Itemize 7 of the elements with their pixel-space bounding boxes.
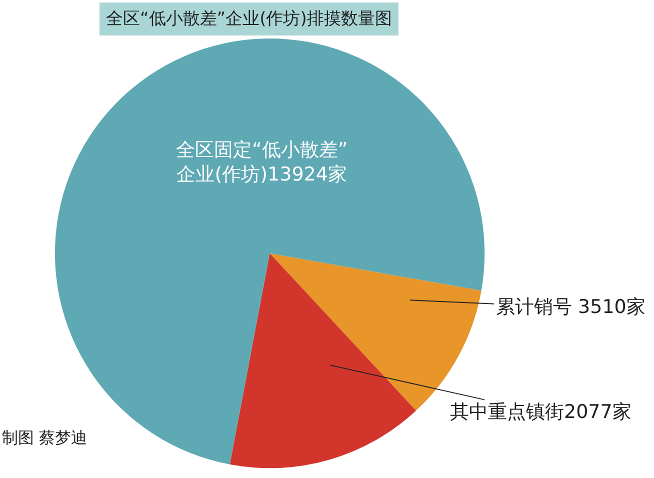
- pie-slice: [54, 38, 484, 464]
- slice-label: 累计销号 3510家: [496, 296, 646, 318]
- text: 制图 蔡梦迪: [2, 428, 88, 447]
- slice-label: 全区固定“低小散差” 企业(作坊)13924家: [176, 139, 348, 186]
- chart-title: 全区“低小散差”企业(作坊)排摸数量图: [106, 9, 392, 29]
- slice-label: 其中重点镇街2077家: [450, 401, 632, 423]
- pie-slice: [230, 253, 416, 468]
